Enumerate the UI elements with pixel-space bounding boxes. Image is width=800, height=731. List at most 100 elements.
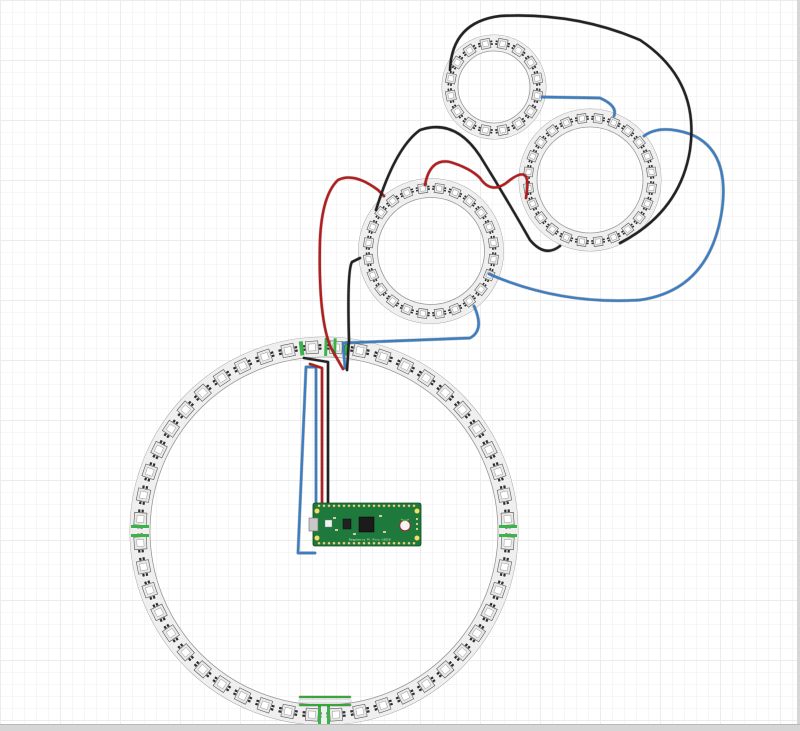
joint-pad [499,534,517,537]
pico-pin [317,541,321,545]
led-pad [208,386,212,391]
led [373,348,393,366]
pico-pin [412,504,416,508]
pico-pin [332,504,336,508]
led-lens [465,46,474,55]
led-pad [389,356,393,360]
wire-ground-pico-to-ring48 [302,356,330,507]
led-pad [511,124,514,128]
led-pad [212,379,216,383]
led-pad [485,618,489,623]
wire-data-pico-to-ring48 [296,365,318,555]
led-pad [559,235,562,238]
wire-power-ring24-to-ring24b [423,160,529,200]
ring-24-pcb [358,178,504,324]
pico-mount-hole [314,508,320,514]
led-pad [497,580,501,584]
led-pad [427,185,430,188]
led-pad [382,205,385,209]
led-pad [234,369,238,373]
led [474,282,488,297]
led-pad [188,657,192,662]
led-pad [528,197,531,200]
led-pad [410,369,414,373]
led-pad [462,51,466,55]
led-pad [144,477,148,481]
led-pad [367,264,370,267]
led-pad [484,215,487,218]
led [366,219,380,235]
pico-pin [357,504,361,508]
led-pad [490,235,493,239]
led-lens [499,126,506,134]
led-pad [366,349,370,352]
led-pad [367,235,370,238]
led-pad [177,412,181,417]
led-pad [278,710,282,713]
led [495,124,511,137]
led-pad [492,264,495,267]
ring-48 [129,336,519,726]
led-pad [214,676,218,680]
led-lens [369,223,377,231]
led-pad [650,192,653,196]
led-pad [141,509,144,513]
led-pad [447,83,450,86]
pico-pin [367,541,371,545]
led-pad [652,181,655,184]
led-lens [332,710,340,719]
led-pad [464,195,467,198]
led-pad [451,65,455,69]
led-pad [507,549,510,553]
led-lens [451,305,459,313]
led-pad [225,688,230,692]
led-pad [473,202,477,205]
led [432,308,447,319]
led-pad [535,144,538,148]
pico-smd-part [335,529,338,531]
led [534,211,548,225]
led-lens [197,387,208,398]
led-lens [484,607,494,618]
led-pad [536,100,539,104]
led-lens [440,387,451,398]
led-lens [440,664,451,675]
led-pad [537,211,540,214]
led [432,183,447,194]
led-pad [205,384,210,388]
pico-pin [337,541,341,545]
led [489,462,507,482]
pico-pin [392,504,396,508]
led-pad [462,197,466,200]
led [255,348,275,366]
led-pad [482,617,486,621]
led-lens [537,138,545,147]
led-pad [485,439,489,444]
led-pad [342,714,346,717]
led-lens [482,40,489,48]
led-pad [526,55,530,59]
led-pad [633,137,636,140]
led-pad [365,247,368,250]
led [488,235,499,250]
led-lens [283,346,293,355]
led-lens [283,707,293,716]
pico-pin [347,504,351,508]
led-pad [545,132,549,135]
led-pad [497,478,501,482]
led-lens [648,168,655,175]
led-pad [368,247,370,250]
led-lens [165,423,177,434]
pico-debug-pad [415,522,419,526]
led-lens [465,119,474,128]
led-pad [432,379,436,383]
led-pad [532,149,535,152]
led-pad [489,231,492,235]
led-pad [196,397,200,402]
led-lens [482,126,489,134]
led-pad [547,134,550,137]
led-lens [533,75,541,82]
led-lens [548,225,557,233]
led-lens [485,223,493,231]
pico-smd-part [379,515,382,517]
